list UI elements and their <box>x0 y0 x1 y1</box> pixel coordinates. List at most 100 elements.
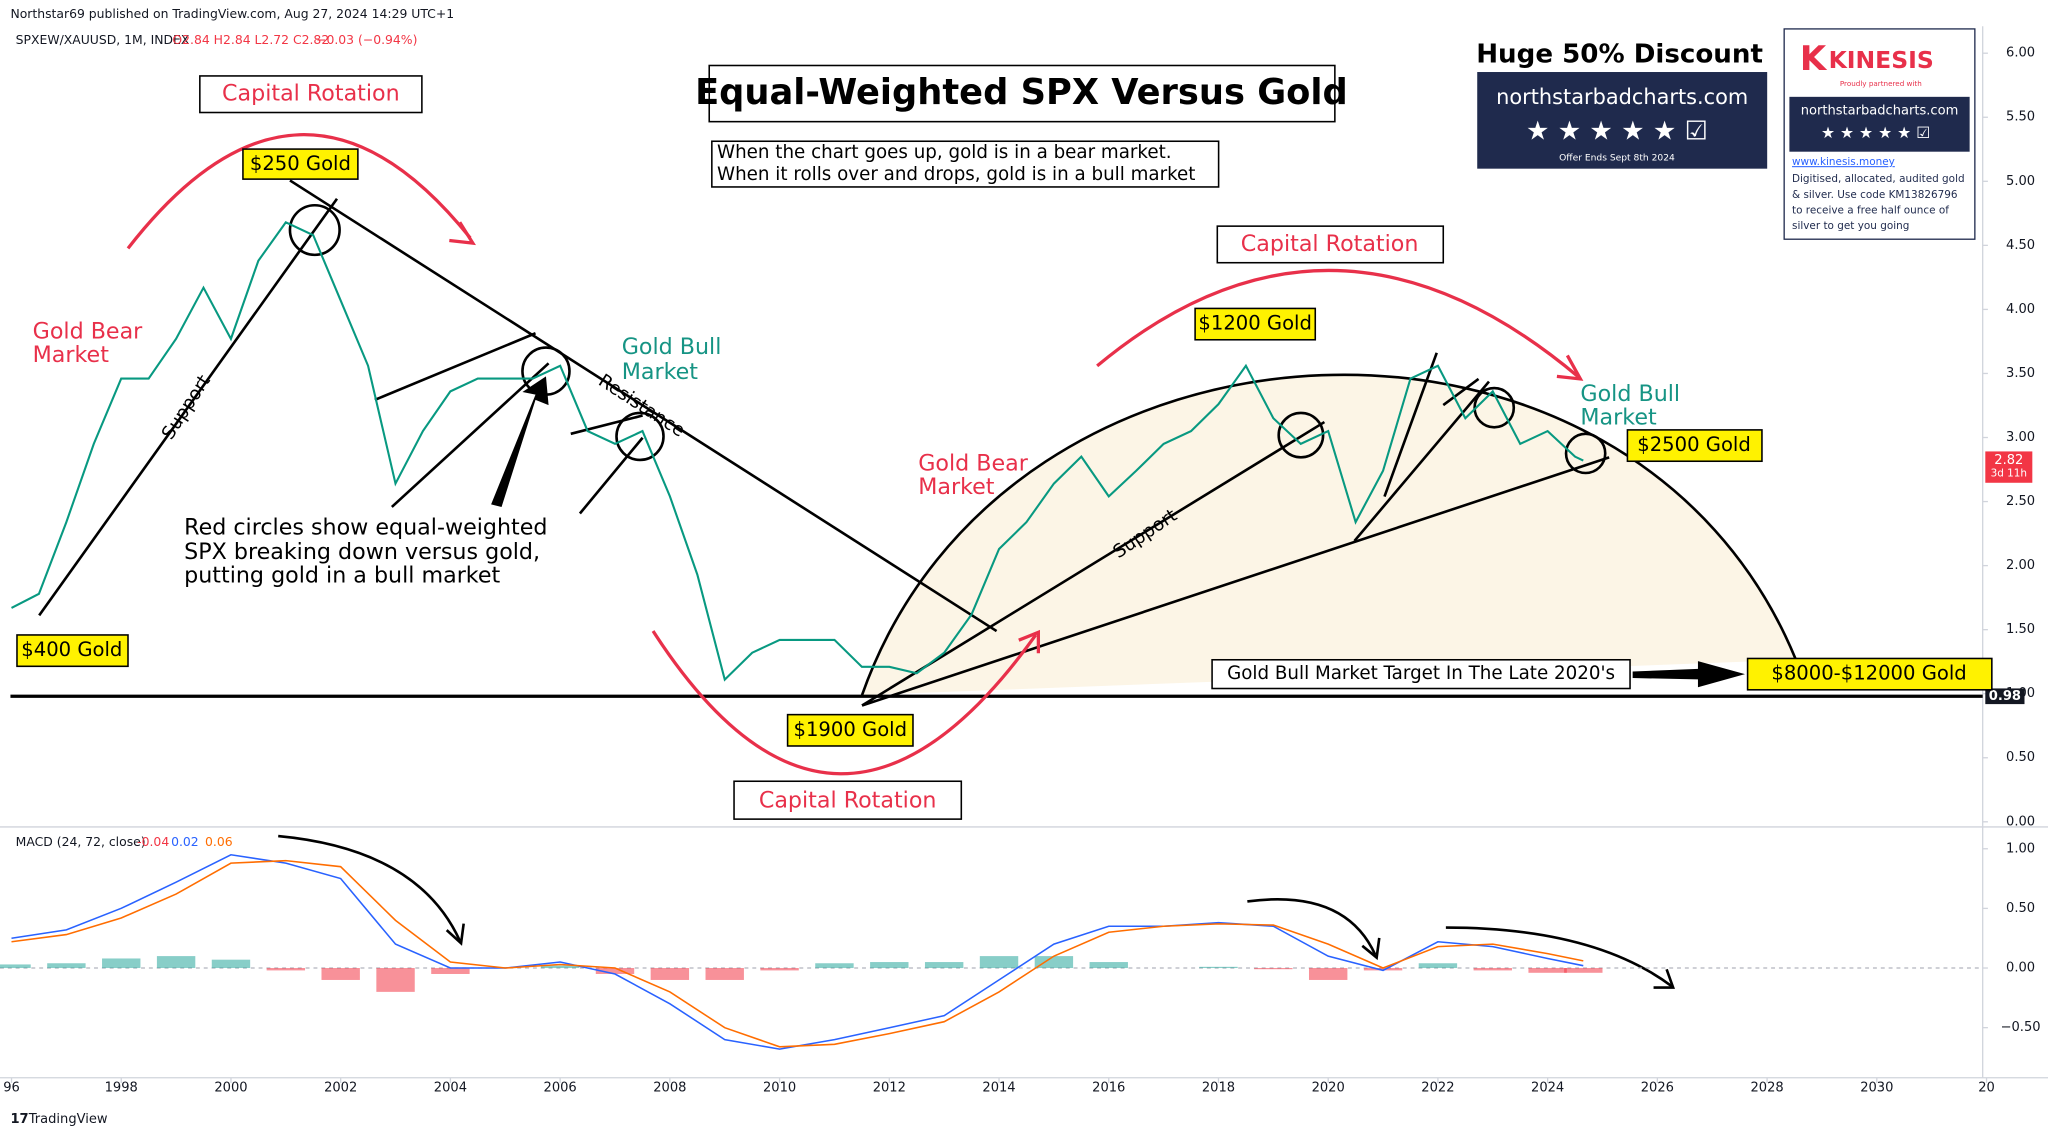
annotation-box <box>1211 658 1631 690</box>
histogram-bar <box>815 963 854 969</box>
histogram-bar <box>0 964 31 969</box>
x-tick-label: 2000 <box>214 1081 247 1096</box>
x-tick-label: 1998 <box>105 1081 138 1096</box>
y-tick-label: 0.00 <box>2006 961 2035 976</box>
annotation-box <box>733 780 963 820</box>
price-label-bg <box>1985 451 2033 483</box>
y-tick-label: 5.50 <box>2006 110 2035 125</box>
x-tick-label: 96 <box>3 1081 20 1096</box>
x-tick-label: 2008 <box>653 1081 686 1096</box>
ad-box <box>1789 96 1970 152</box>
histogram-bar <box>47 963 86 969</box>
level-label-bg <box>1985 688 2025 705</box>
x-tick-label: 2002 <box>324 1081 357 1096</box>
arrow <box>1445 926 1673 988</box>
histogram-bar <box>1564 968 1603 973</box>
trend-line <box>578 436 644 515</box>
dome <box>860 373 1798 696</box>
y-tick-label: 1.50 <box>2006 622 2035 637</box>
trend-line <box>1442 377 1480 407</box>
arc <box>1096 268 1579 378</box>
arrow-head <box>449 221 476 246</box>
histogram-bar <box>1308 968 1348 980</box>
x-tick-label: 2006 <box>544 1081 577 1096</box>
trend-line <box>1383 352 1438 497</box>
ad-partner: Proudly partnered with <box>1840 79 1922 88</box>
y-tick-label: 4.50 <box>2006 238 2035 253</box>
annotation-box <box>1746 657 1993 691</box>
trend-line <box>374 332 537 402</box>
ad-blurb: silver to get you going <box>1792 220 1909 232</box>
y-tick-label: 2.50 <box>2006 494 2035 509</box>
histogram-bar <box>1089 962 1128 969</box>
support-line <box>861 420 1326 707</box>
annotation: Support <box>158 371 215 443</box>
annotation: Gold Bull <box>1580 381 1680 407</box>
x-tick-label: 2012 <box>873 1081 906 1096</box>
circle <box>288 203 341 257</box>
histogram-bar <box>870 962 909 969</box>
histogram-bar <box>1199 966 1238 969</box>
y-tick-label: 0.50 <box>2006 750 2035 765</box>
ad-site: northstarbadcharts.com <box>1801 104 1959 119</box>
ad-box <box>1477 72 1768 169</box>
logo: 17 <box>10 1112 28 1127</box>
annotation: Gold Bull <box>622 334 722 360</box>
y-tick-label: 5.00 <box>2006 174 2035 189</box>
publisher: Northstar69 published on TradingView.com… <box>10 6 454 21</box>
ad-stars: ★ ★ ★ ★ ★ ☑ <box>1526 117 1708 147</box>
x-tick-label: 2028 <box>1750 1081 1783 1096</box>
x-tick-label: 2004 <box>434 1081 467 1096</box>
y-tick-label: 0.00 <box>2006 814 2035 829</box>
note-box <box>711 140 1220 188</box>
arrow <box>278 834 461 942</box>
x-tick-label: 2024 <box>1531 1081 1564 1096</box>
x-tick-label: 2030 <box>1860 1081 1893 1096</box>
histogram-bar <box>1528 968 1567 973</box>
ad-url: www.kinesis.money <box>1792 156 1895 168</box>
annotation: Capital Rotation <box>222 81 400 107</box>
indicator-title: MACD (24, 72, close) <box>16 834 146 849</box>
arrow-head <box>1556 354 1584 381</box>
trend-line <box>570 414 643 436</box>
annotation-box <box>242 148 359 180</box>
legend-value: 0.02 <box>171 834 199 849</box>
histogram-bar <box>595 968 635 974</box>
y-tick-label: 3.00 <box>2006 430 2035 445</box>
annotation: Red circles show equal-weighted <box>184 514 547 540</box>
legend-value: -0.04 <box>137 834 169 849</box>
circle <box>1277 411 1325 459</box>
annotation-box <box>199 75 423 114</box>
x-tick-label: 2014 <box>982 1081 1015 1096</box>
histogram-bar <box>979 956 1019 969</box>
title-box <box>708 64 1336 123</box>
y-tick-label: −0.50 <box>2001 1020 2041 1035</box>
histogram-bar <box>1473 968 1512 971</box>
x-tick-label: 2022 <box>1421 1081 1454 1096</box>
histogram-bar <box>1363 968 1403 971</box>
ad-brand: KINESIS <box>1829 46 1934 74</box>
arrow-head <box>1653 968 1675 989</box>
annotation: Capital Rotation <box>759 787 937 813</box>
annotation: Capital Rotation <box>1241 231 1419 257</box>
histogram-bar <box>102 958 141 969</box>
note: When it rolls over and drops, gold is in… <box>717 164 1195 185</box>
plot: 96 1998 2000 2002 2004 2006 2008 2010 2012 2014 20… <box>0 46 2041 1096</box>
arrow-head <box>1361 937 1381 961</box>
histogram-bar <box>211 959 251 969</box>
annotation: $2500 Gold <box>1637 433 1751 456</box>
histogram-bar <box>321 968 360 980</box>
annotation: Market <box>33 342 110 368</box>
price-line <box>11 221 1584 682</box>
ad-site: northstarbadcharts.com <box>1496 85 1748 109</box>
x-tick-label: 2018 <box>1202 1081 1235 1096</box>
arrow <box>1632 661 1745 688</box>
histogram-bar <box>705 968 744 980</box>
ad-blurb: Digitised, allocated, audited gold <box>1792 173 1965 185</box>
annotation: Gold Bear <box>33 318 144 344</box>
histogram-bar <box>156 956 196 969</box>
support-line <box>38 197 339 617</box>
circle <box>1473 386 1516 429</box>
arc <box>651 630 1038 776</box>
drawings <box>10 133 1983 989</box>
